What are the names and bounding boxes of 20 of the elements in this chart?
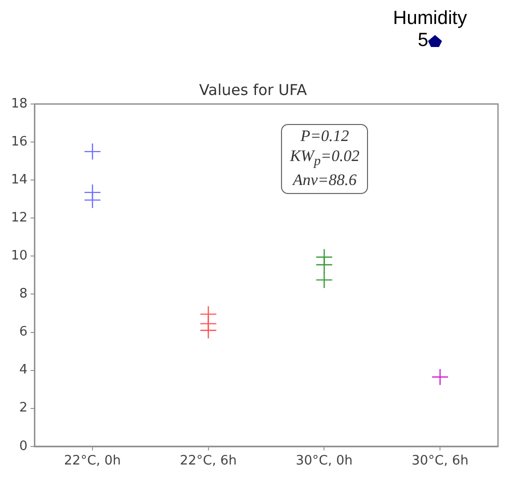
x-tick-label: 22°C, 6h	[180, 454, 237, 469]
y-tick-label: 6	[19, 324, 28, 340]
y-tick-label: 0	[19, 438, 28, 454]
annotation: P=0.12	[299, 127, 350, 147]
text: 5	[418, 30, 428, 52]
y-tick-label: 18	[10, 96, 28, 112]
x-tick-label: 22°C, 0h	[64, 454, 121, 469]
annotation: Anv=88.6	[291, 171, 358, 192]
chart-title: Values for UFA	[199, 80, 308, 99]
x-tick-label: 30°C, 6h	[412, 454, 469, 469]
y-tick-label: 4	[19, 362, 28, 378]
text: Humidity	[392, 8, 468, 30]
y-tick-label: 14	[10, 172, 28, 188]
y-tick-label: 2	[19, 400, 28, 416]
y-tick-label: 12	[10, 210, 28, 226]
y-tick-label: 8	[19, 286, 28, 302]
annotation: KW$_{p}$=0.02	[290, 147, 360, 170]
y-tick-label: 16	[10, 134, 28, 150]
x-tick-label: 30°C, 0h	[296, 454, 353, 469]
y-tick-label: 10	[10, 248, 28, 264]
